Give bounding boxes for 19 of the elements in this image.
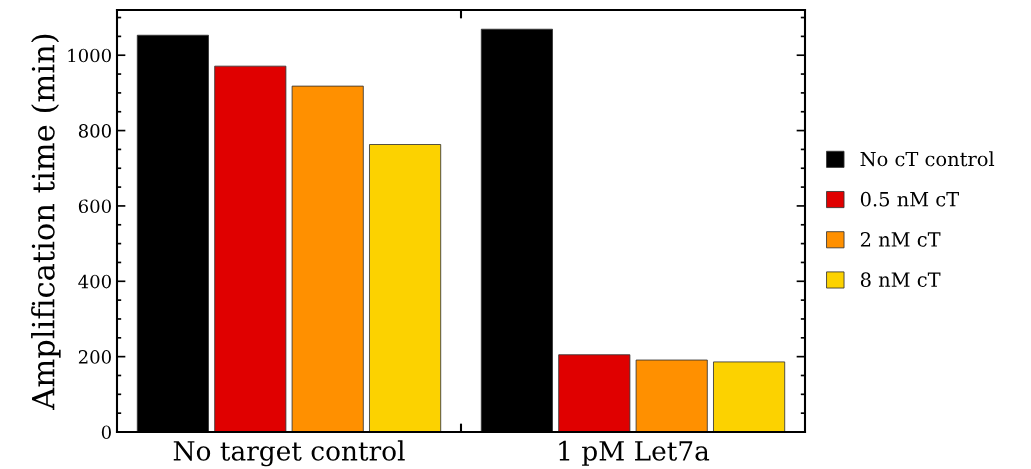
- bar: [369, 144, 442, 432]
- bar: [214, 65, 287, 432]
- y-tick-label: 600: [78, 199, 111, 214]
- x-tick-label: 1 pM Let7a: [559, 440, 710, 466]
- bar: [291, 85, 364, 432]
- y-tick-label: 400: [78, 274, 111, 289]
- y-tick-label: 1000: [68, 48, 111, 63]
- legend-label: No cT control: [860, 151, 995, 167]
- y-tick-label: 200: [78, 350, 111, 364]
- x-tick-label: No target control: [173, 440, 405, 467]
- bar: [713, 361, 786, 432]
- y-tick-label: 0: [101, 425, 111, 440]
- legend-label: 0.5 nM cT: [860, 191, 959, 207]
- bar: [558, 354, 631, 432]
- bar: [635, 359, 708, 432]
- legend-label: 8 nM cT: [860, 272, 941, 287]
- y-axis-title: Amplification time (min): [31, 34, 61, 410]
- legend-label: 2 nM cT: [860, 232, 941, 247]
- y-tick-label: 800: [78, 124, 111, 138]
